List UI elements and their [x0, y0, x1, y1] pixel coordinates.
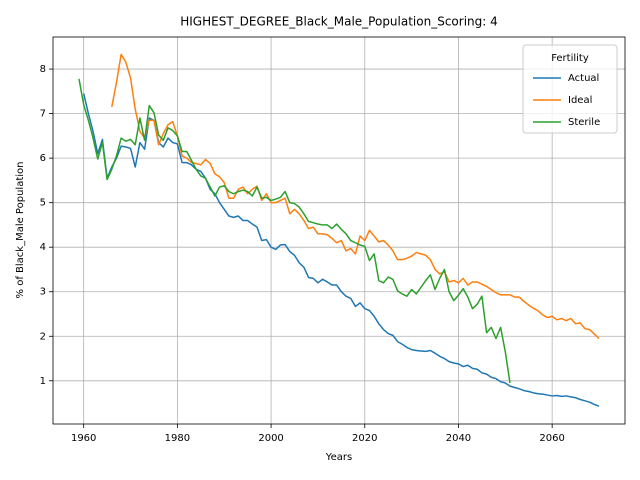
x-tick-label: 2020 — [352, 433, 377, 444]
x-tick-label: 1960 — [71, 433, 96, 444]
data-line — [78, 78, 511, 384]
legend-box — [522, 44, 618, 134]
y-axis-label: % of Black_Male Population — [15, 162, 26, 299]
legend-label: Sterile — [568, 117, 600, 128]
y-tick-label: 1 — [40, 376, 46, 387]
x-tick-label: 1980 — [165, 433, 190, 444]
y-tick-label: 6 — [40, 153, 46, 164]
chart-title: HIGHEST_DEGREE_Black_Male_Population_Sco… — [180, 15, 498, 29]
y-tick-label: 4 — [40, 242, 46, 253]
data-line — [82, 93, 600, 407]
x-tick-label: 2060 — [539, 433, 564, 444]
legend-title: Fertility — [551, 53, 589, 64]
x-tick-label: 2000 — [258, 433, 283, 444]
legend-label: Actual — [568, 73, 599, 84]
plot-frame — [52, 36, 626, 425]
y-tick-label: 2 — [40, 331, 46, 342]
y-tick-label: 5 — [40, 198, 46, 209]
y-tick-label: 3 — [40, 287, 46, 298]
y-tick-label: 7 — [40, 109, 46, 120]
x-axis-label: Years — [325, 452, 352, 463]
legend-label: Ideal — [568, 95, 592, 106]
y-tick-label: 8 — [40, 64, 46, 75]
x-tick-label: 2040 — [446, 433, 471, 444]
